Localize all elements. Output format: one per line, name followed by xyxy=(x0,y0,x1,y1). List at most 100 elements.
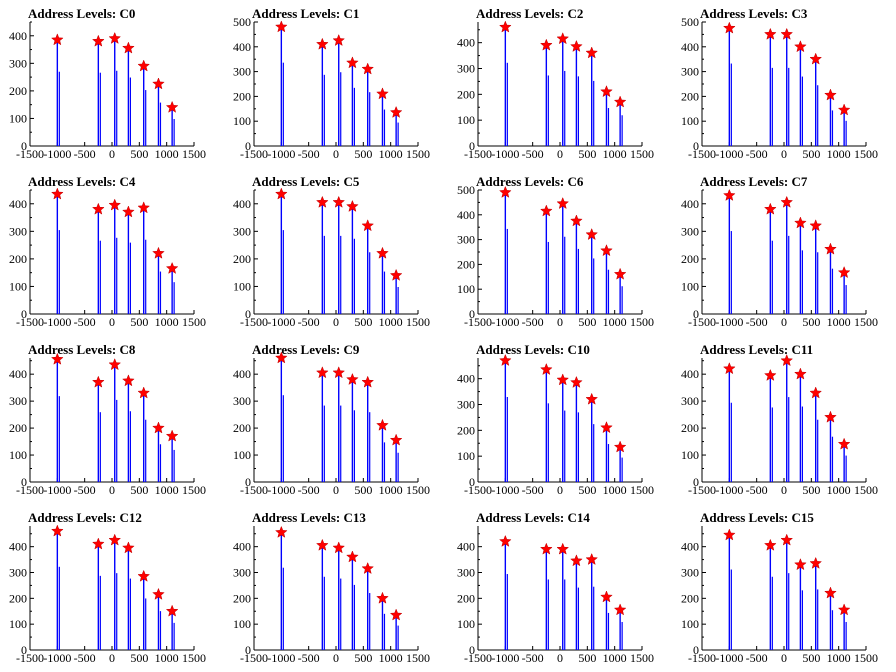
x-tick-label: 1000 xyxy=(827,651,851,665)
x-tick-label: 1000 xyxy=(155,651,179,665)
point-marker xyxy=(585,227,599,241)
x-tick-label: 500 xyxy=(802,147,820,161)
y-tick-label: 100 xyxy=(681,448,699,462)
x-tick-label: -1000 xyxy=(267,651,295,665)
y-tick-label: 100 xyxy=(457,449,475,463)
y-tick-label: 300 xyxy=(457,62,475,76)
point-marker xyxy=(498,20,512,33)
x-tick-label: -1500 xyxy=(688,651,716,665)
point-marker xyxy=(600,421,613,434)
point-marker xyxy=(763,368,777,381)
chart-panel: Address Levels: C3 0 100 200 300 400 500 -1500-… xyxy=(672,0,896,168)
x-tick-label: -1000 xyxy=(715,315,743,329)
x-tick-label: 0 xyxy=(109,651,115,665)
point-marker xyxy=(315,37,329,50)
x-tick-label: 1500 xyxy=(630,483,654,497)
y-tick-label: 300 xyxy=(681,65,699,79)
chart-panel: Address Levels: C9 0 100 200 300 400 -1500 -100… xyxy=(224,336,448,504)
y-tick-label: 200 xyxy=(457,257,475,271)
point-marker xyxy=(809,386,823,399)
y-tick-label: 400 xyxy=(233,197,251,211)
chart-svg: Address Levels: C15 0 100 200 300 400 -1500 -10… xyxy=(681,510,878,665)
x-tick-label: 500 xyxy=(130,651,148,665)
x-tick-label: 1500 xyxy=(182,651,206,665)
point-marker xyxy=(556,373,570,386)
point-marker xyxy=(389,268,403,281)
x-tick-label: -1500 xyxy=(240,315,268,329)
y-tick-label: 400 xyxy=(9,197,27,211)
y-tick-label: 400 xyxy=(457,540,475,554)
x-tick-label: 500 xyxy=(130,315,148,329)
x-tick-label: 1000 xyxy=(827,147,851,161)
x-tick-label: 0 xyxy=(781,651,787,665)
point-marker xyxy=(837,437,851,450)
point-marker xyxy=(837,103,851,116)
y-tick-label: 200 xyxy=(233,591,251,605)
chart-panel: Address Levels: C10 0 100 200 300 400 -1500 -10… xyxy=(448,336,672,504)
y-tick-label: 0 xyxy=(245,139,251,153)
y-tick-label: 0 xyxy=(693,643,699,657)
chart-title: Address Levels: C4 xyxy=(28,174,136,189)
x-tick-label: 1000 xyxy=(379,651,403,665)
x-tick-label: 1500 xyxy=(630,315,654,329)
point-marker xyxy=(91,202,105,215)
x-tick-label: 1500 xyxy=(854,147,878,161)
y-tick-label: 0 xyxy=(21,307,27,321)
y-tick-label: 400 xyxy=(457,372,475,386)
x-tick-label: 500 xyxy=(130,147,148,161)
x-tick-label: 500 xyxy=(578,147,596,161)
chart-panel: Address Levels: C5 0 100 200 300 400 -1500 -100… xyxy=(224,168,448,336)
point-marker xyxy=(556,542,570,555)
y-tick-label: 400 xyxy=(457,208,475,222)
x-tick-label: 1000 xyxy=(155,315,179,329)
point-marker xyxy=(361,561,375,575)
x-tick-label: 1000 xyxy=(379,147,403,161)
point-marker xyxy=(824,88,837,101)
y-tick-label: 200 xyxy=(9,421,27,435)
y-tick-label: 400 xyxy=(681,40,699,54)
point-marker xyxy=(613,603,627,616)
x-tick-label: 0 xyxy=(557,483,563,497)
point-marker xyxy=(332,33,346,47)
y-tick-label: 100 xyxy=(233,114,251,128)
chart-svg: Address Levels: C0 0 100 200 300 400 -1500 -100… xyxy=(9,6,206,161)
x-tick-label: 0 xyxy=(109,315,115,329)
chart-svg: Address Levels: C10100200300400500-1500-… xyxy=(233,6,430,161)
x-tick-label: 1000 xyxy=(603,315,627,329)
chart-title: Address Levels: C9 xyxy=(252,342,360,357)
x-tick-label: -500 xyxy=(522,315,544,329)
point-marker xyxy=(332,366,346,379)
point-marker xyxy=(152,77,165,90)
point-marker xyxy=(539,542,553,555)
point-marker xyxy=(809,219,823,232)
chart-svg: Address Levels: C9 0 100 200 300 400 -1500 -100… xyxy=(233,342,430,497)
chart-title: Address Levels: C1 xyxy=(252,6,359,21)
chart-panel: Address Levels: C15 0 100 200 300 400 -1500 -10… xyxy=(672,504,896,672)
y-tick-label: 400 xyxy=(9,367,27,381)
x-tick-label: 500 xyxy=(354,483,372,497)
point-marker xyxy=(780,27,794,40)
x-tick-label: -1000 xyxy=(715,651,743,665)
y-tick-label: 300 xyxy=(9,56,27,70)
point-marker xyxy=(498,353,512,366)
x-tick-label: 1500 xyxy=(854,315,878,329)
x-tick-label: 1000 xyxy=(827,315,851,329)
point-marker xyxy=(824,586,837,599)
x-tick-label: -500 xyxy=(298,315,320,329)
y-tick-label: 0 xyxy=(469,139,475,153)
x-tick-label: -1000 xyxy=(715,147,743,161)
chart-panel: Address Levels: C13 0 100 200 300 400 -1500 -10… xyxy=(224,504,448,672)
point-marker xyxy=(498,185,512,198)
y-tick-label: 400 xyxy=(681,367,699,381)
point-marker xyxy=(50,33,64,46)
point-marker xyxy=(763,27,777,40)
point-marker xyxy=(837,603,851,616)
x-tick-label: 500 xyxy=(802,315,820,329)
point-marker xyxy=(91,34,105,47)
y-tick-label: 500 xyxy=(233,15,251,29)
chart-svg: Address Levels: C11 0 100 200 300 400 -1500 -10… xyxy=(681,342,878,497)
x-tick-label: -500 xyxy=(74,483,96,497)
y-tick-label: 300 xyxy=(457,398,475,412)
x-tick-label: 0 xyxy=(109,483,115,497)
y-tick-label: 100 xyxy=(681,114,699,128)
